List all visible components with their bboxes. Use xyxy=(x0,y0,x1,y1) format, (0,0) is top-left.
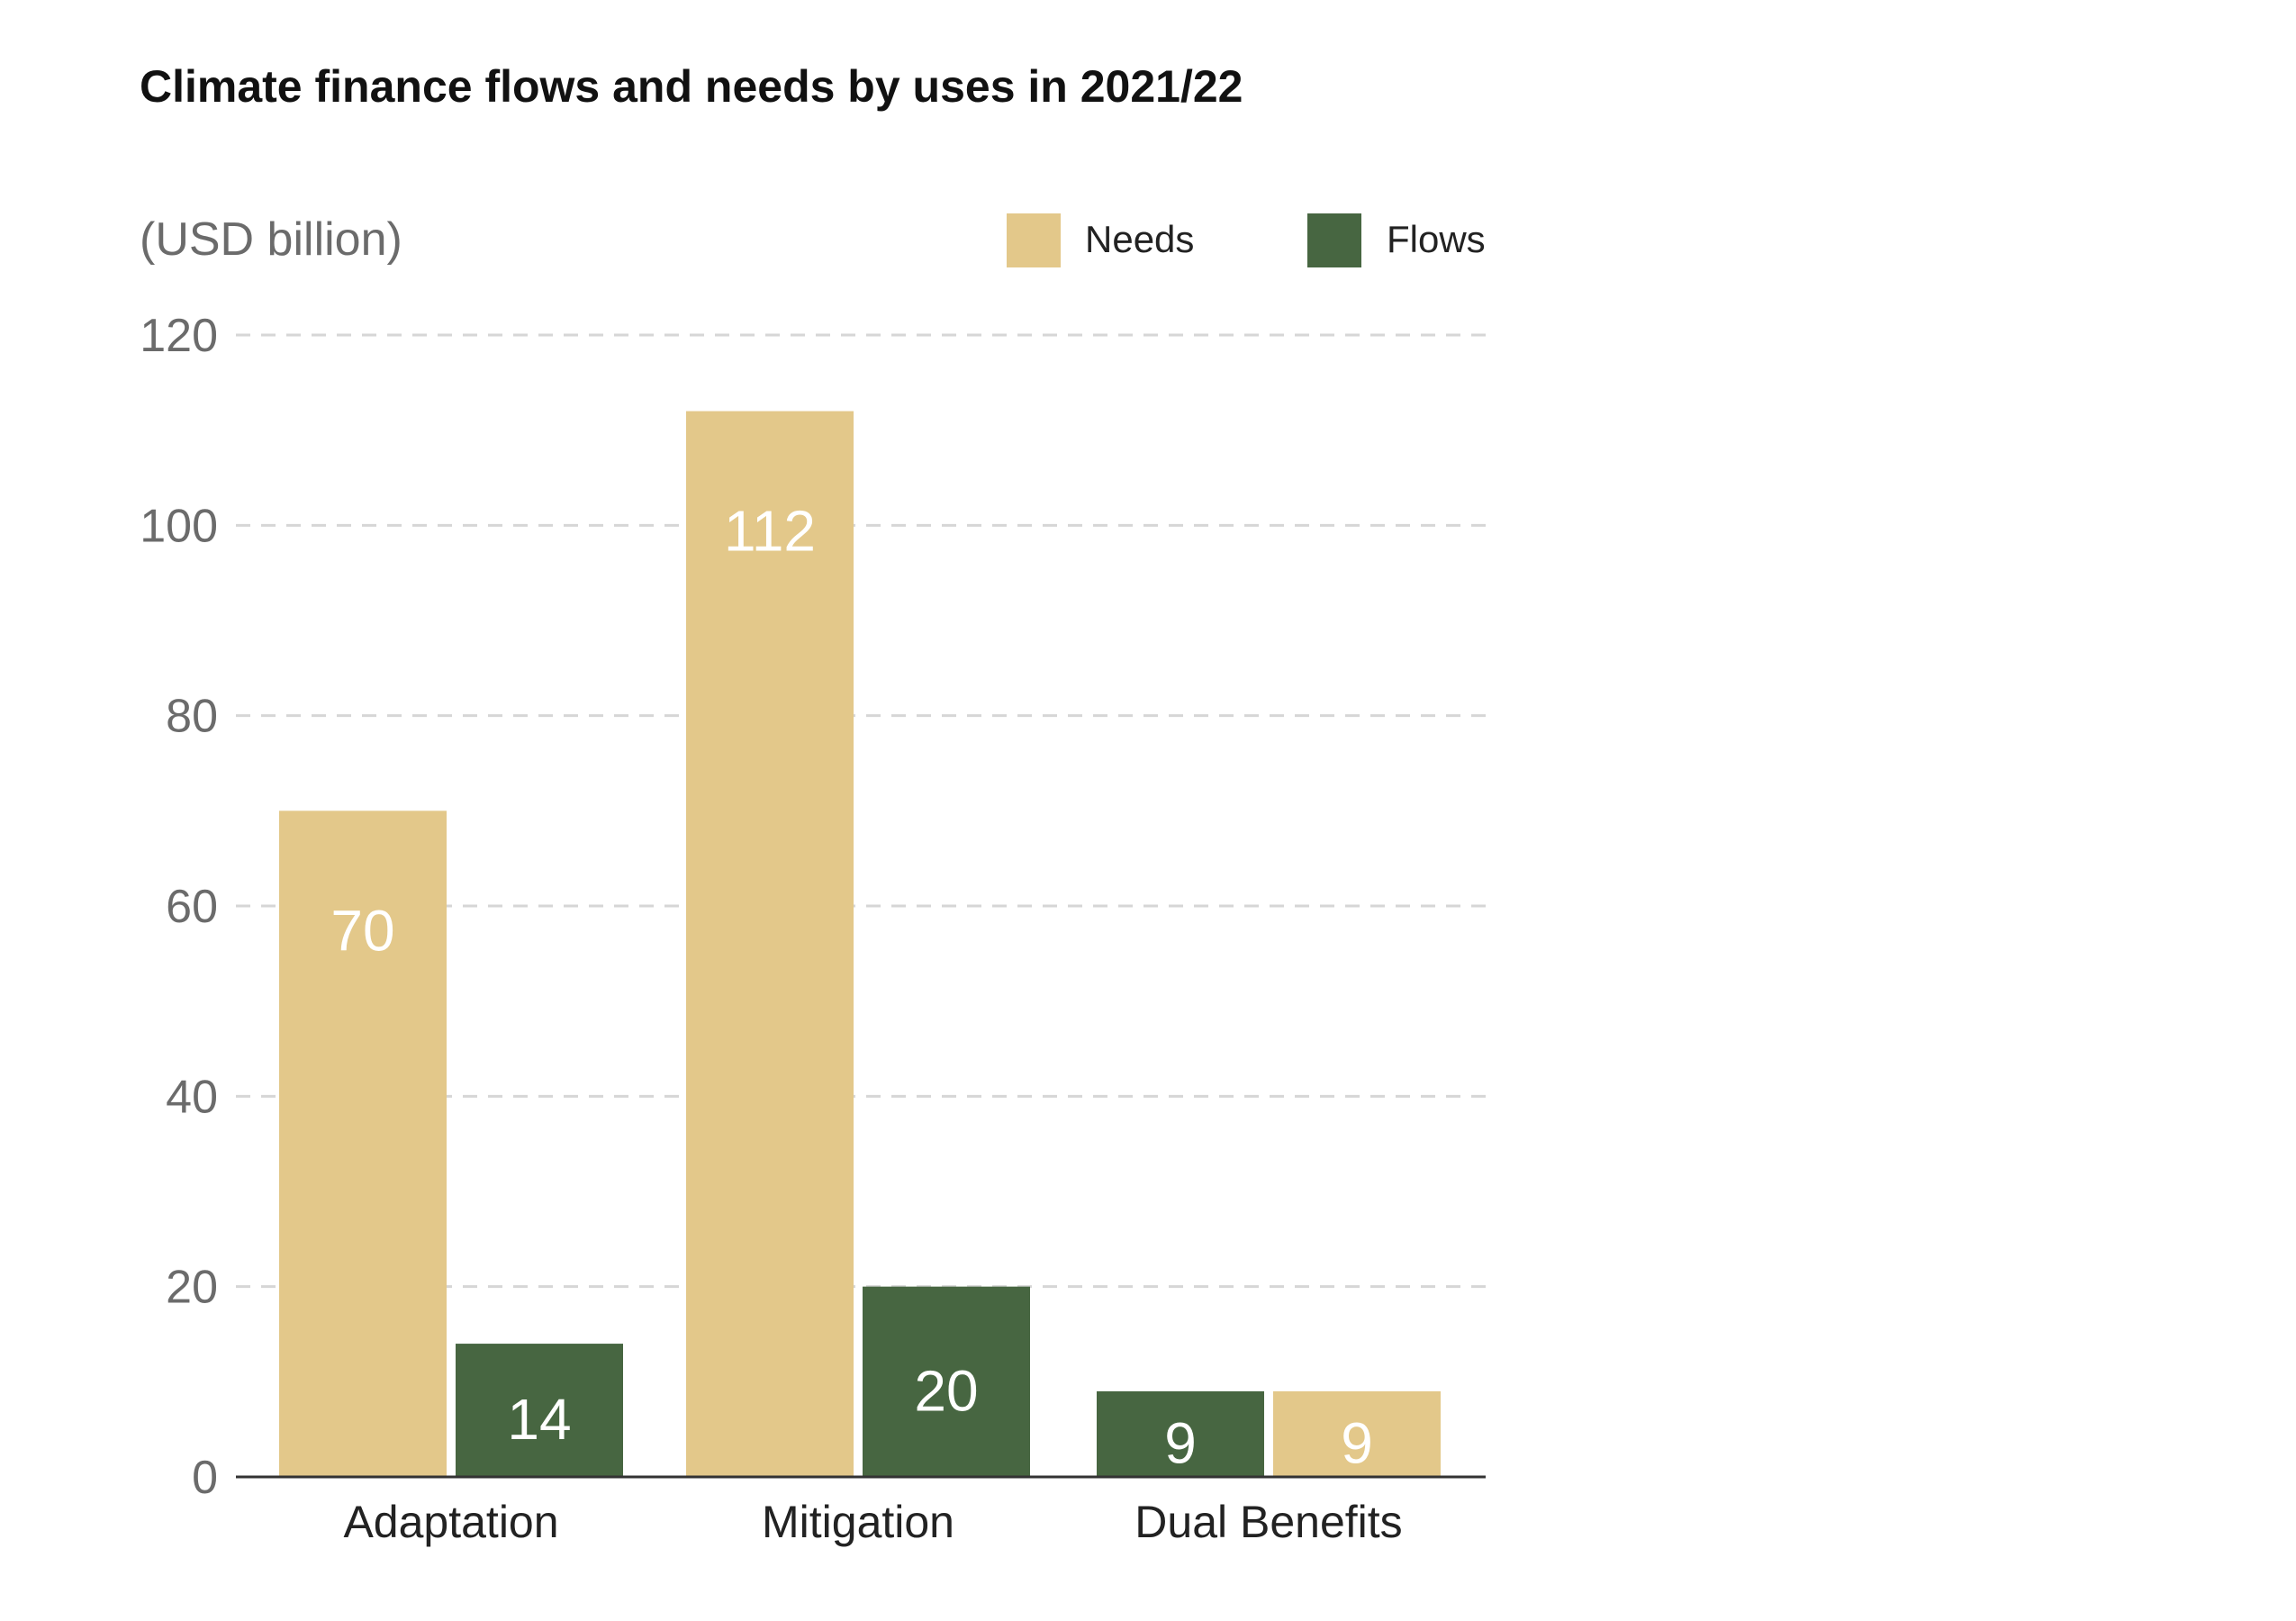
legend-label-needs: Needs xyxy=(1085,218,1194,260)
y-tick-label: 0 xyxy=(192,1452,218,1504)
legend-swatch-needs xyxy=(1007,213,1061,267)
bar-value-label: 70 xyxy=(330,898,394,963)
y-tick-label: 40 xyxy=(166,1071,218,1123)
y-tick-label: 100 xyxy=(140,500,218,552)
y-tick-label: 80 xyxy=(166,691,218,743)
bar-needs xyxy=(279,810,447,1477)
x-tick-label: Dual Benefits xyxy=(1134,1497,1402,1547)
chart-title: Climate finance flows and needs by uses … xyxy=(140,61,1243,112)
bar-flows xyxy=(1097,1390,1264,1477)
bar-needs xyxy=(686,411,854,1477)
legend: Needs Flows xyxy=(1007,213,1486,267)
legend-swatch-flows xyxy=(1307,213,1361,267)
y-tick-label: 60 xyxy=(166,881,218,933)
bar-value-label: 9 xyxy=(1341,1410,1373,1475)
unit-label: (USD billion) xyxy=(140,213,402,266)
bar-flows xyxy=(863,1286,1030,1477)
bar-needs xyxy=(1273,1390,1441,1477)
bar-value-label: 9 xyxy=(1164,1410,1197,1475)
bar-value-label: 20 xyxy=(914,1358,978,1423)
bars: 70 14 112 20 9 9 xyxy=(279,411,1441,1477)
x-tick-label: Adaptation xyxy=(343,1497,558,1547)
bar-value-label: 112 xyxy=(724,499,816,564)
legend-label-flows: Flows xyxy=(1387,218,1486,260)
x-tick-label: Mitigation xyxy=(762,1497,954,1547)
bar-value-label: 14 xyxy=(507,1387,571,1452)
y-tick-label: 20 xyxy=(166,1262,218,1314)
x-axis-ticks: Adaptation Mitigation Dual Benefits xyxy=(343,1497,1402,1547)
y-tick-label: 120 xyxy=(140,310,218,362)
bar-flows xyxy=(456,1344,623,1477)
y-axis-ticks: 0 20 40 60 80 100 120 xyxy=(140,310,218,1504)
